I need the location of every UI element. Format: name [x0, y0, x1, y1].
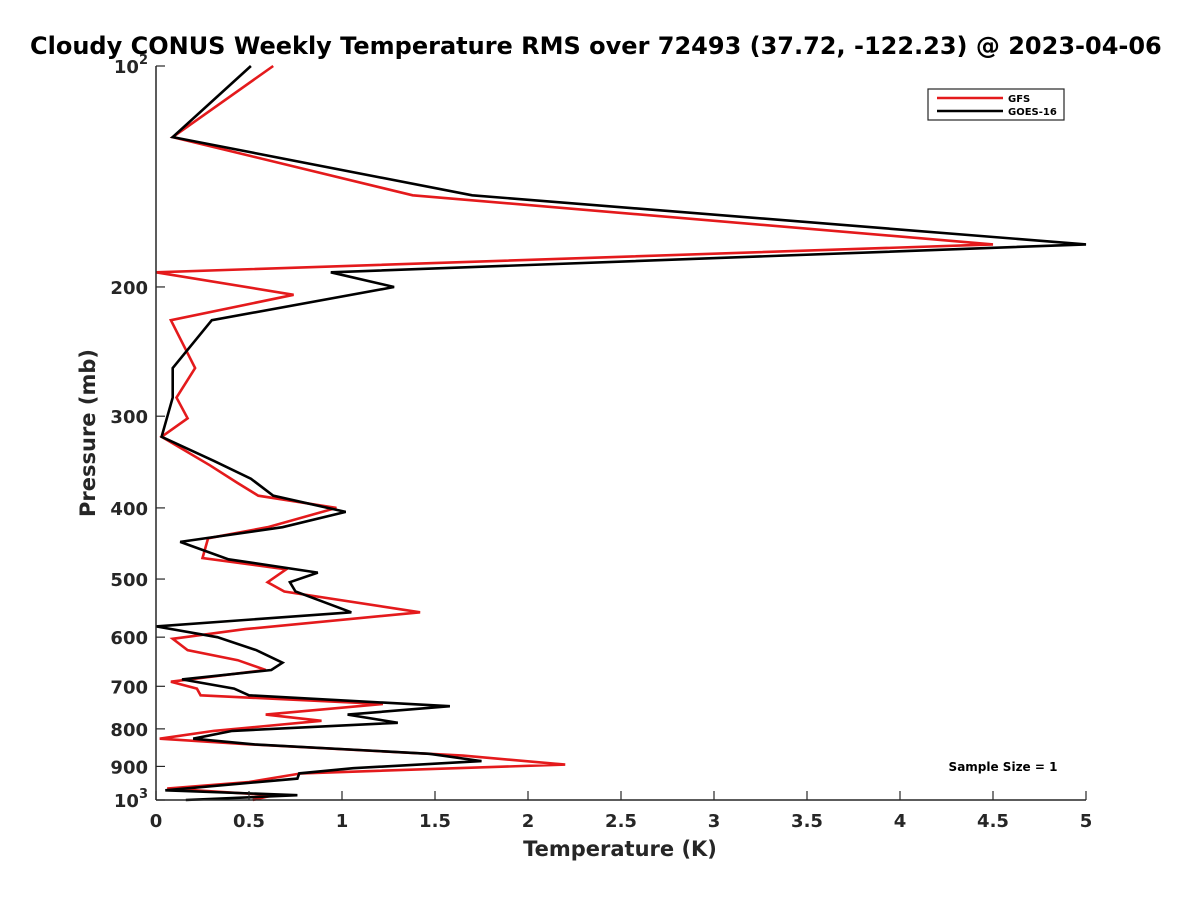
- y-tick-label: 300: [110, 407, 148, 428]
- x-tick-label: 4.5: [977, 811, 1009, 832]
- x-tick-label: 1.5: [419, 811, 451, 832]
- y-axis-label: Pressure (mb): [76, 349, 100, 517]
- y-tick-label: 600: [110, 628, 148, 649]
- x-axis-ticks: 0 0.5 1 1.5 2 2.5 3 3.5 4 4.5 5: [150, 791, 1093, 832]
- x-tick-label: 2: [522, 811, 535, 832]
- y-tick-label: 900: [110, 757, 148, 778]
- legend-label: GFS: [1008, 94, 1030, 105]
- y-tick-label: 102: [114, 53, 148, 78]
- y-tick-label: 800: [110, 720, 148, 741]
- axes: [155, 66, 1086, 801]
- series-line-1: [155, 65, 1087, 802]
- x-tick-label: 3.5: [791, 811, 823, 832]
- y-axis-ticks: 102 200 300 400 500 600 700 800 900 103: [110, 53, 165, 812]
- series-line-0: [155, 64, 994, 802]
- x-tick-label: 3: [708, 811, 721, 832]
- x-tick-label: 4: [894, 811, 907, 832]
- y-tick-label: 103: [114, 787, 148, 812]
- x-tick-label: 2.5: [605, 811, 637, 832]
- x-tick-label: 5: [1080, 811, 1093, 832]
- x-axis-label: Temperature (K): [523, 837, 717, 861]
- x-tick-label: 1: [336, 811, 349, 832]
- y-tick-label: 500: [110, 570, 148, 591]
- sample-size-annotation: Sample Size = 1: [949, 760, 1058, 774]
- plot-lines: [155, 64, 1087, 802]
- x-tick-label: 0.5: [233, 811, 265, 832]
- legend: GFS GOES-16: [927, 88, 1065, 121]
- y-tick-label: 400: [110, 499, 148, 520]
- y-tick-label: 700: [110, 677, 148, 698]
- x-tick-label: 0: [150, 811, 163, 832]
- legend-label: GOES-16: [1008, 107, 1057, 118]
- y-tick-label: 200: [110, 278, 148, 299]
- legend-box: [927, 88, 1065, 121]
- chart-title: Cloudy CONUS Weekly Temperature RMS over…: [30, 32, 1162, 60]
